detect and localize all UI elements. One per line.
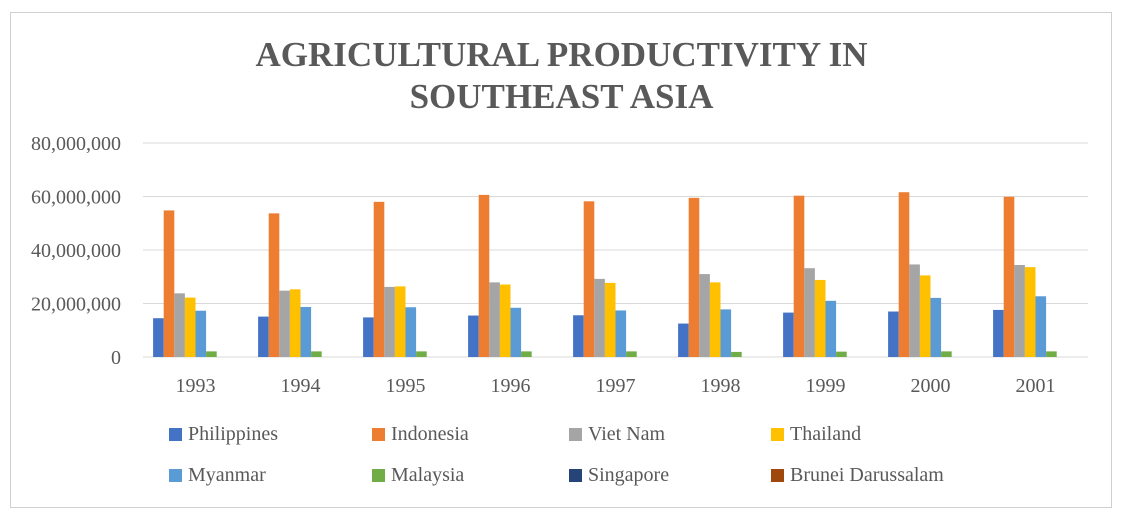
bar: [898, 192, 910, 357]
y-tick-label: 80,000,000: [31, 133, 121, 155]
bar: [206, 351, 217, 357]
bar: [814, 279, 826, 357]
bar: [720, 309, 732, 357]
bar: [888, 311, 899, 357]
x-tick-label: 1996: [491, 375, 531, 397]
bar: [174, 293, 185, 357]
bar: [394, 286, 406, 357]
bar: [279, 290, 290, 357]
bar: [184, 297, 196, 357]
x-tick-label: 1998: [701, 375, 741, 397]
y-tick-label: 60,000,000: [31, 187, 121, 209]
bar: [521, 351, 532, 357]
bar: [1024, 267, 1036, 357]
bar: [363, 317, 374, 357]
x-tick-label: 1995: [386, 375, 426, 397]
bar: [993, 309, 1004, 357]
bar: [1046, 351, 1057, 357]
x-tick-label: 1999: [806, 375, 846, 397]
bar: [289, 289, 301, 357]
chart-title-line-2: SOUTHEAST ASIA: [409, 77, 714, 116]
bar: [1003, 196, 1015, 357]
y-tick-label: 40,000,000: [31, 240, 121, 262]
bar: [930, 297, 942, 357]
bar: [468, 315, 479, 357]
bar: [594, 278, 605, 357]
bar: [783, 312, 794, 357]
bar: [499, 284, 511, 357]
chart-title: AGRICULTURAL PRODUCTIVITY IN SOUTHEAST A…: [0, 34, 1123, 118]
y-tick-label: 20,000,000: [31, 294, 121, 316]
bar: [941, 351, 952, 357]
bar: [836, 351, 847, 357]
bar: [373, 201, 385, 357]
bar: [416, 351, 427, 357]
bar: [258, 316, 269, 357]
bar: [825, 300, 837, 357]
bar: [583, 201, 595, 357]
bar: [604, 282, 616, 357]
bar: [268, 213, 280, 357]
bar: [478, 194, 490, 357]
x-tick-label: 1994: [281, 375, 321, 397]
x-tick-label: 1993: [176, 375, 216, 397]
bar: [1035, 296, 1047, 357]
bar: [909, 264, 920, 357]
bar: [626, 351, 637, 357]
chart-frame: [10, 12, 1112, 508]
bar: [153, 318, 164, 357]
bar: [688, 197, 700, 357]
y-tick-label: 0: [111, 347, 121, 369]
bar: [793, 195, 805, 357]
bar: [510, 307, 522, 357]
bar: [300, 306, 312, 357]
chart-title-line-1: AGRICULTURAL PRODUCTIVITY IN: [255, 35, 868, 74]
bar: [311, 351, 322, 357]
bar: [919, 275, 931, 357]
bar: [163, 210, 175, 357]
bar: [678, 323, 689, 357]
x-tick-label: 2001: [1016, 375, 1056, 397]
bar: [573, 315, 584, 357]
bar: [195, 310, 207, 357]
bar: [405, 307, 417, 357]
bar: [804, 268, 815, 357]
bar: [709, 282, 721, 357]
bar: [489, 282, 500, 357]
x-tick-label: 2000: [911, 375, 951, 397]
bar: [615, 310, 627, 357]
bar: [1014, 264, 1025, 357]
bar: [699, 274, 710, 357]
bar: [731, 351, 742, 357]
x-tick-label: 1997: [596, 375, 636, 397]
bar: [384, 286, 395, 357]
